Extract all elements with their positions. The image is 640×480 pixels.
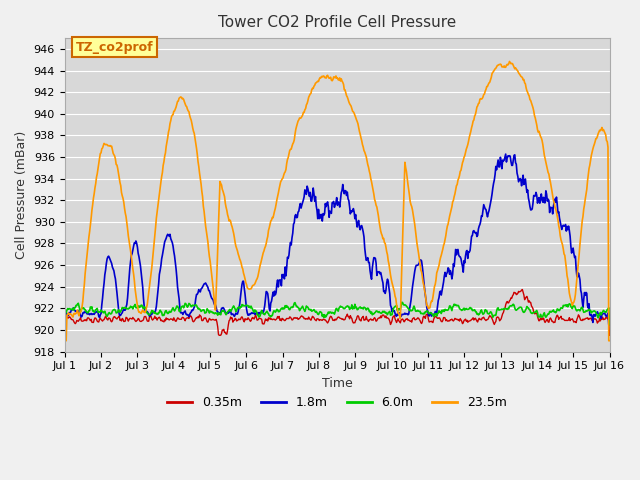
X-axis label: Time: Time [322,377,353,390]
1.8m [61,322,68,327]
0.35m [61,333,68,338]
6.0m [420,310,428,316]
Line: 23.5m: 23.5m [65,61,609,341]
Line: 6.0m: 6.0m [65,302,609,324]
23.5m [419,280,427,286]
6.0m [211,311,218,317]
6.0m [127,303,134,309]
Legend: 0.35m, 1.8m, 6.0m, 23.5m: 0.35m, 1.8m, 6.0m, 23.5m [162,391,512,414]
1.8m [211,302,218,308]
0.35m [70,320,78,325]
0.35m [403,316,411,322]
0.35m [182,316,189,322]
6.0m [404,305,412,311]
23.5m [182,103,189,109]
23.5m [403,175,411,181]
6.0m [605,322,613,327]
23.5m [605,338,613,344]
1.8m [70,307,78,313]
Title: Tower CO2 Profile Cell Pressure: Tower CO2 Profile Cell Pressure [218,15,456,30]
Line: 0.35m: 0.35m [65,289,609,336]
6.0m [61,322,68,327]
6.0m [182,301,189,307]
Text: TZ_co2prof: TZ_co2prof [76,41,153,54]
1.8m [403,311,411,317]
1.8m [182,311,189,317]
6.0m [398,300,406,305]
0.35m [127,315,134,321]
1.8m [605,322,613,327]
1.8m [127,259,134,264]
0.35m [419,314,427,320]
0.35m [211,317,218,323]
23.5m [211,302,218,308]
23.5m [61,338,68,344]
6.0m [70,305,78,311]
1.8m [419,271,427,276]
23.5m [127,248,134,254]
0.35m [605,333,613,338]
23.5m [70,311,78,316]
Line: 1.8m: 1.8m [65,154,609,324]
Y-axis label: Cell Pressure (mBar): Cell Pressure (mBar) [15,131,28,259]
0.35m [518,287,526,292]
1.8m [502,151,509,157]
23.5m [506,59,513,64]
